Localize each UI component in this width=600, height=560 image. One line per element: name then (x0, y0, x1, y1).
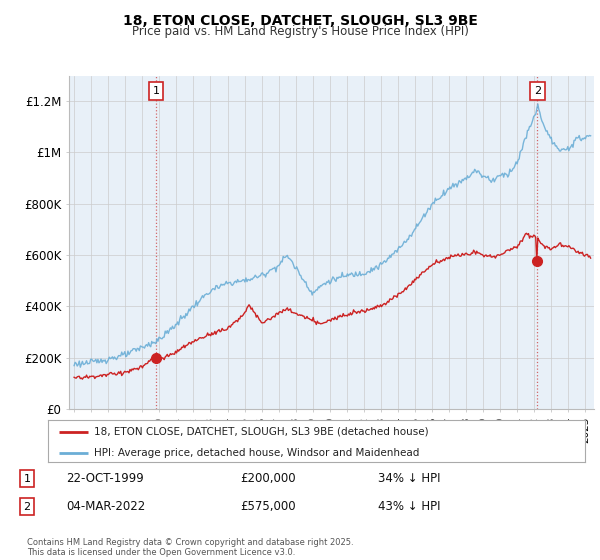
Text: 22-OCT-1999: 22-OCT-1999 (66, 472, 144, 486)
Text: 18, ETON CLOSE, DATCHET, SLOUGH, SL3 9BE (detached house): 18, ETON CLOSE, DATCHET, SLOUGH, SL3 9BE… (94, 427, 428, 437)
Text: £200,000: £200,000 (240, 472, 296, 486)
Text: 1: 1 (152, 86, 160, 96)
Text: Price paid vs. HM Land Registry's House Price Index (HPI): Price paid vs. HM Land Registry's House … (131, 25, 469, 38)
Text: 2: 2 (23, 502, 31, 512)
Text: HPI: Average price, detached house, Windsor and Maidenhead: HPI: Average price, detached house, Wind… (94, 448, 419, 458)
Text: 1: 1 (23, 474, 31, 484)
Text: Contains HM Land Registry data © Crown copyright and database right 2025.
This d: Contains HM Land Registry data © Crown c… (27, 538, 353, 557)
Text: £575,000: £575,000 (240, 500, 296, 514)
Text: 2: 2 (533, 86, 541, 96)
Text: 34% ↓ HPI: 34% ↓ HPI (378, 472, 440, 486)
Text: 04-MAR-2022: 04-MAR-2022 (66, 500, 145, 514)
Text: 18, ETON CLOSE, DATCHET, SLOUGH, SL3 9BE: 18, ETON CLOSE, DATCHET, SLOUGH, SL3 9BE (122, 14, 478, 28)
Text: 43% ↓ HPI: 43% ↓ HPI (378, 500, 440, 514)
